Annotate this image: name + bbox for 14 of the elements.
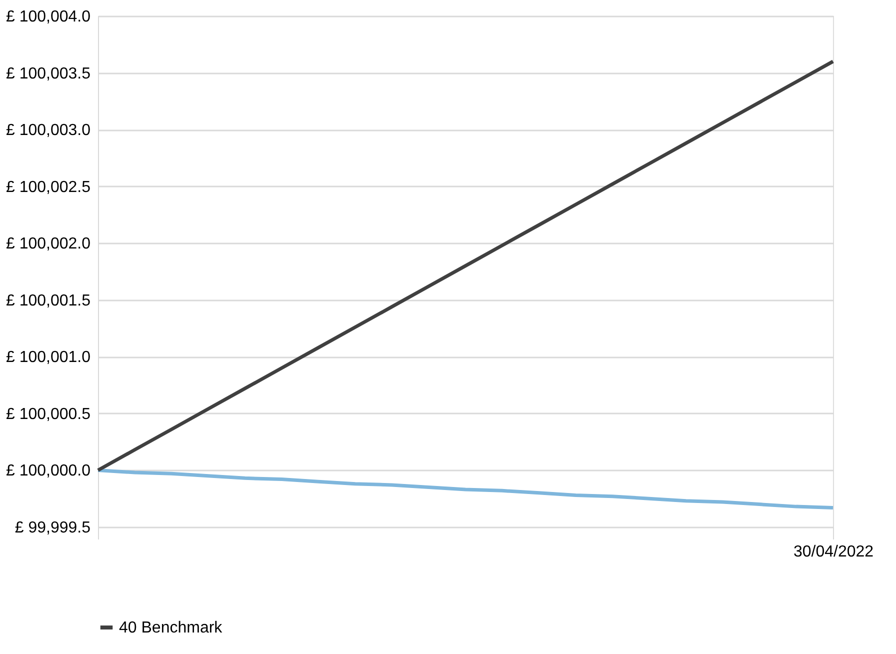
y-tick-label: £ 100,001.0 — [6, 349, 91, 366]
y-tick-label: £ 100,000.0 — [6, 462, 91, 480]
legend-label: 40 Benchmark — [119, 620, 224, 636]
y-tick-label: £ 100,001.5 — [6, 292, 91, 310]
y-tick-label: £ 100,003.0 — [6, 122, 91, 140]
y-tick-label: £ 100,003.5 — [6, 65, 91, 82]
y-tick-label: £ 99,999.5 — [14, 520, 91, 536]
y-tick-label: £ 100,002.0 — [6, 236, 91, 253]
x-tick-label: 30/04/2022 — [793, 544, 874, 560]
line-series — [96, 468, 835, 510]
y-tick-label: £ 100,000.5 — [6, 406, 91, 423]
y-tick-label: £ 100,002.5 — [6, 178, 91, 196]
y-tick-label: £ 100,004.0 — [6, 8, 91, 26]
line-series — [96, 60, 835, 472]
